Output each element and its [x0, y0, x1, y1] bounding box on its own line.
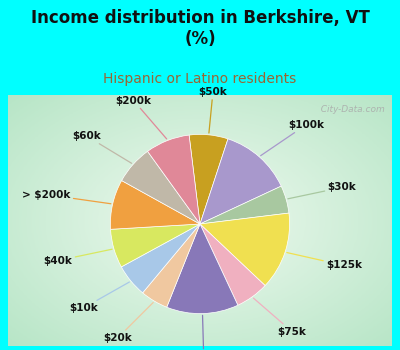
Text: $10k: $10k — [69, 282, 129, 313]
Wedge shape — [121, 224, 200, 293]
Wedge shape — [200, 139, 281, 224]
Text: $20k: $20k — [103, 302, 153, 343]
Text: $50k: $50k — [198, 87, 227, 133]
Text: $150k: $150k — [186, 315, 222, 350]
Text: City-Data.com: City-Data.com — [314, 105, 384, 114]
Text: $40k: $40k — [44, 249, 112, 266]
Wedge shape — [122, 151, 200, 224]
Text: $60k: $60k — [72, 131, 132, 163]
Wedge shape — [148, 135, 200, 224]
Text: $125k: $125k — [287, 253, 362, 271]
Text: $200k: $200k — [116, 96, 167, 139]
Wedge shape — [167, 224, 238, 314]
Wedge shape — [189, 134, 228, 224]
Wedge shape — [110, 224, 200, 267]
Wedge shape — [200, 186, 289, 224]
Text: $30k: $30k — [288, 182, 356, 199]
Text: Hispanic or Latino residents: Hispanic or Latino residents — [103, 72, 297, 86]
Wedge shape — [200, 224, 265, 305]
Text: $75k: $75k — [254, 298, 306, 337]
Wedge shape — [143, 224, 200, 307]
Text: $100k: $100k — [261, 120, 324, 156]
Wedge shape — [110, 181, 200, 229]
Text: > $200k: > $200k — [22, 190, 111, 204]
Text: Income distribution in Berkshire, VT
(%): Income distribution in Berkshire, VT (%) — [30, 9, 370, 48]
Wedge shape — [200, 213, 290, 286]
